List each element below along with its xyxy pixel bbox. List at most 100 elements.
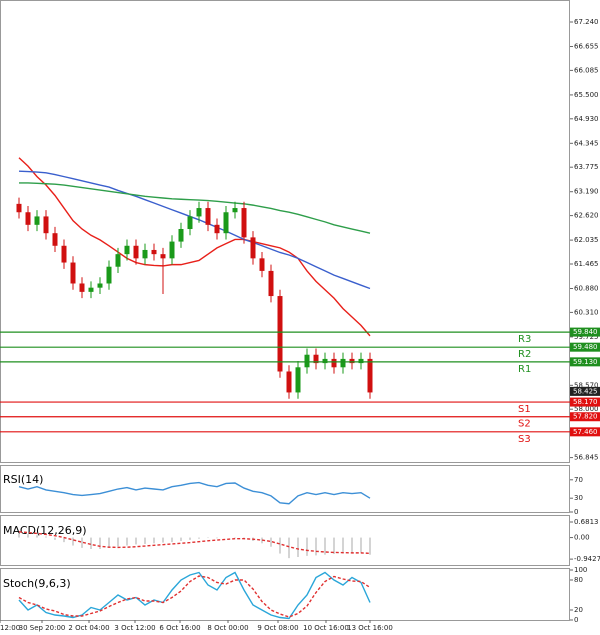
histogram-bar — [108, 537, 110, 548]
y-tick-label: 0.00 — [574, 534, 590, 542]
level-name: S3 — [518, 434, 531, 445]
x-tick-label: 10 Oct 16:00 — [303, 624, 349, 632]
candle-body — [214, 224, 220, 234]
macd-panel — [0, 515, 570, 566]
x-tick-label: 12:00 — [0, 624, 20, 632]
x-tick-label: 3 Oct 12:00 — [114, 624, 155, 632]
level-price-box — [570, 397, 600, 407]
y-tick-label: 67.240 — [574, 18, 599, 26]
candle-body — [349, 358, 355, 364]
candle-body — [25, 212, 31, 225]
candle-body — [286, 371, 292, 393]
histogram-bar — [117, 537, 119, 547]
y-tick-label: 66.655 — [574, 43, 599, 51]
histogram-bar — [99, 537, 101, 549]
y-tick-label: 62.620 — [574, 212, 599, 220]
candle-body — [187, 216, 193, 230]
candle-body — [16, 203, 22, 213]
candle-body — [178, 229, 184, 242]
y-tick-label: 60.880 — [574, 285, 599, 293]
stoch-panel — [0, 568, 570, 621]
candle-body — [142, 249, 148, 259]
histogram-bar — [171, 537, 173, 543]
candle-body — [151, 249, 157, 255]
panel-title: MACD(12,26,9) — [3, 524, 87, 537]
y-tick-label: 66.085 — [574, 66, 599, 74]
level-price: 59.480 — [573, 343, 598, 351]
level-price-box — [570, 327, 600, 337]
candle-body — [196, 208, 202, 217]
candle-body — [169, 241, 175, 259]
histogram-bar — [144, 537, 146, 544]
candle-body — [259, 258, 265, 271]
level-name: S2 — [518, 419, 531, 430]
y-tick-label: 70 — [574, 476, 583, 484]
candle-body — [295, 367, 301, 393]
histogram-bar — [180, 537, 182, 541]
y-tick-label: 58.000 — [574, 405, 599, 413]
candle-body — [34, 216, 40, 225]
y-tick-label: 0 — [574, 508, 578, 516]
histogram-bar — [270, 537, 272, 547]
histogram-bar — [153, 537, 155, 544]
histogram-bar — [72, 537, 74, 546]
candle-body — [97, 283, 103, 288]
candle-body — [250, 237, 256, 259]
level-price-box — [570, 357, 600, 367]
indicator-line — [19, 182, 371, 234]
y-tick-label: 80 — [574, 576, 583, 584]
indicator-line — [18, 157, 371, 337]
histogram-bar — [135, 537, 137, 545]
x-tick-label: 6 Oct 16:00 — [159, 624, 200, 632]
x-tick-label: 8 Oct 00:00 — [207, 624, 248, 632]
histogram-bar — [342, 537, 344, 554]
level-name: R1 — [518, 364, 531, 375]
candle-body — [277, 296, 283, 372]
histogram-bar — [306, 537, 308, 556]
candle-body — [313, 354, 319, 364]
histogram-bar — [333, 537, 335, 555]
level-price: 59.130 — [573, 358, 598, 366]
candle-body — [160, 254, 166, 259]
level-price: 59.840 — [573, 328, 598, 336]
current-price-box — [570, 386, 600, 396]
candle-body — [61, 245, 67, 263]
histogram-bar — [360, 537, 362, 553]
histogram-bar — [198, 537, 200, 539]
y-tick-label: 56.845 — [574, 454, 599, 462]
level-name: S1 — [518, 404, 531, 415]
candle-body — [79, 283, 85, 292]
candle-body — [322, 358, 328, 364]
level-price: 57.820 — [573, 413, 598, 421]
histogram-bar — [189, 537, 191, 540]
histogram-bar — [126, 537, 128, 546]
panel-title: Stoch(9,6,3) — [3, 577, 71, 590]
histogram-bar — [261, 537, 263, 544]
histogram-bar — [63, 537, 65, 543]
histogram-bar — [279, 537, 281, 554]
y-tick-label: -0.9427 — [574, 555, 600, 563]
level-name: R2 — [518, 349, 531, 360]
rsi-panel — [0, 465, 570, 513]
y-tick-label: 64.345 — [574, 139, 599, 147]
y-tick-label: 58.570 — [574, 381, 599, 389]
histogram-bar — [18, 533, 20, 538]
histogram-bar — [324, 537, 326, 555]
histogram-bar — [36, 535, 38, 538]
y-tick-label: 0 — [574, 616, 578, 624]
y-tick-label: 65.500 — [574, 91, 599, 99]
candle-body — [340, 358, 346, 368]
indicator-line — [18, 170, 371, 290]
histogram-bar — [54, 537, 56, 540]
indicator-line — [18, 575, 371, 618]
y-tick-label: 62.035 — [574, 236, 599, 244]
level-price: 57.460 — [573, 428, 598, 436]
y-tick-label: 59.725 — [574, 333, 599, 341]
y-tick-label: 63.775 — [574, 163, 599, 171]
candle-body — [331, 358, 337, 368]
level-price-box — [570, 412, 600, 422]
indicator-line — [18, 531, 371, 555]
candle-body — [52, 233, 58, 246]
level-price-box — [570, 342, 600, 352]
